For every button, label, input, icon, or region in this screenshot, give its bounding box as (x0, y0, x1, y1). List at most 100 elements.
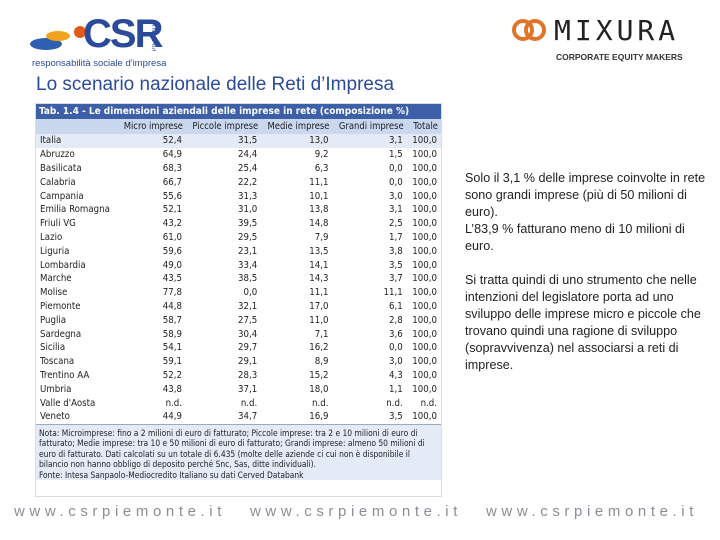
header-row: Micro imprese Piccole imprese Medie impres… (36, 119, 441, 134)
cell: 7,9 (314, 231, 329, 243)
cell: 25,4 (238, 162, 258, 174)
table-row: Valle d'Aosta n.d. n.d. n.d. n.d. n.d. (36, 396, 441, 410)
row-label: Puglia (40, 314, 67, 326)
row-label: Lombardia (40, 259, 86, 271)
cell: 52,1 (162, 204, 182, 216)
cell: 52,4 (117, 134, 186, 148)
table-row: Basilicata 68,3 25,4 6,3 0,0 100,0 (36, 162, 441, 176)
row-label: Marche (40, 273, 72, 285)
body-text: Solo il 3,1 % delle imprese coinvolte in… (465, 170, 715, 391)
cell: 43,8 (162, 383, 182, 395)
cell: 100,0 (412, 342, 437, 354)
table-row: Molise 77,8 0,0 11,1 11,1 100,0 (36, 286, 441, 300)
cell: 3,0 (388, 190, 403, 202)
mixura-tagline: CORPORATE EQUITY MAKERS (556, 52, 683, 62)
row-label: Emilia Romagna (40, 204, 110, 216)
cell: n.d. (312, 397, 329, 409)
cell: 68,3 (162, 162, 182, 174)
cell: 4,3 (388, 369, 403, 381)
cell: 3,8 (388, 245, 403, 257)
table-row: Piemonte 44,8 32,1 17,0 6,1 100,0 (36, 300, 441, 314)
table-row: Marche 43,5 38,5 14,3 3,7 100,0 (36, 272, 441, 286)
row-label: Trentino AA (40, 369, 90, 381)
table-note: Nota: Microimprese: fino a 2 milioni di … (39, 427, 425, 470)
cell: 100,0 (412, 162, 437, 174)
cell: 8,9 (314, 356, 329, 368)
column-header: Medie imprese (261, 119, 333, 134)
cell: 66,7 (162, 176, 182, 188)
footer-url: www.csrpiemonte.it (14, 503, 227, 520)
cell: 100,0 (412, 383, 437, 395)
footer-url: www.csrpiemonte.it (486, 503, 699, 520)
row-label: Sardegna (40, 328, 82, 340)
cell: 100,0 (412, 328, 437, 340)
row-label: Abruzzo (40, 149, 75, 161)
cell: 77,8 (162, 287, 182, 299)
cell: 100,0 (406, 134, 441, 148)
cell: 100,0 (412, 314, 437, 326)
row-label: Valle d'Aosta (40, 397, 96, 409)
row-label: Molise (40, 287, 68, 299)
cell: 61,0 (162, 231, 182, 243)
paragraph: L’83,9 % fatturano meno di 10 milioni di… (465, 222, 685, 253)
table-row: Italia 52,4 31,5 13,0 3,1 100,0 (36, 134, 441, 148)
mixura-logo: MIXURA CORPORATE EQUITY MAKERS (512, 14, 683, 66)
cell: n.d. (386, 397, 403, 409)
cell: 31,3 (238, 190, 258, 202)
table-row: Sardegna 58,9 30,4 7,1 3,6 100,0 (36, 327, 441, 341)
cell: 7,1 (314, 328, 329, 340)
cell: 14,8 (309, 218, 329, 230)
cell: n.d. (420, 397, 437, 409)
cell: 0,0 (243, 287, 258, 299)
csr-logo: CSR PIEMONTE responsabilità sociale d'im… (28, 12, 178, 72)
row-label: Friuli VG (40, 218, 76, 230)
cell: 100,0 (412, 204, 437, 216)
cell: 100,0 (412, 176, 437, 188)
cell: 29,7 (238, 342, 258, 354)
mixura-icon (512, 19, 546, 41)
cell: 44,9 (162, 411, 182, 423)
footer-url: www.csrpiemonte.it (250, 503, 463, 520)
cell: 44,8 (162, 300, 182, 312)
cell: 6,1 (388, 300, 403, 312)
cell: 37,1 (238, 383, 258, 395)
cell: 100,0 (412, 231, 437, 243)
cell: 27,5 (238, 314, 258, 326)
cell: n.d. (240, 397, 258, 409)
paragraph: Solo il 3,1 % delle imprese coinvolte in… (465, 171, 706, 219)
cell: 14,1 (309, 259, 329, 271)
table: Micro imprese Piccole imprese Medie impres… (36, 119, 441, 424)
cell: 32,1 (238, 300, 258, 312)
cell: 9,2 (314, 149, 329, 161)
cell: 3,7 (388, 273, 403, 285)
cell: 55,6 (162, 190, 182, 202)
cell: 100,0 (412, 259, 437, 271)
cell: 10,1 (309, 190, 329, 202)
cell: 17,0 (309, 300, 329, 312)
cell: 0,0 (388, 176, 403, 188)
cell: 58,9 (162, 328, 182, 340)
cell: 34,7 (238, 411, 258, 423)
cell: 1,1 (388, 383, 403, 395)
table-row: Emilia Romagna 52,1 31,0 13,8 3,1 100,0 (36, 203, 441, 217)
cell: 16,2 (309, 342, 329, 354)
cell: 11,0 (309, 314, 329, 326)
cell: 52,2 (162, 369, 182, 381)
cell: 3,6 (388, 328, 403, 340)
row-label: Piemonte (40, 300, 81, 312)
cell: 100,0 (412, 273, 437, 285)
row-label: Umbria (40, 383, 72, 395)
paragraph: Si tratta quindi di uno strumento che ne… (465, 273, 701, 372)
cell: 11,1 (383, 287, 403, 299)
cell: 29,5 (238, 231, 258, 243)
cell: 100,0 (412, 190, 437, 202)
cell: 100,0 (412, 245, 437, 257)
table-row: Sicilia 54,1 29,7 16,2 0,0 100,0 (36, 341, 441, 355)
cell: 3,1 (388, 204, 403, 216)
cell: 1,7 (388, 231, 403, 243)
cell: 29,1 (238, 356, 258, 368)
cell: 24,4 (238, 149, 258, 161)
cell: 28,3 (238, 369, 258, 381)
logo-tagline: responsabilità sociale d'impresa (32, 58, 167, 69)
column-header: Micro imprese (117, 119, 186, 134)
